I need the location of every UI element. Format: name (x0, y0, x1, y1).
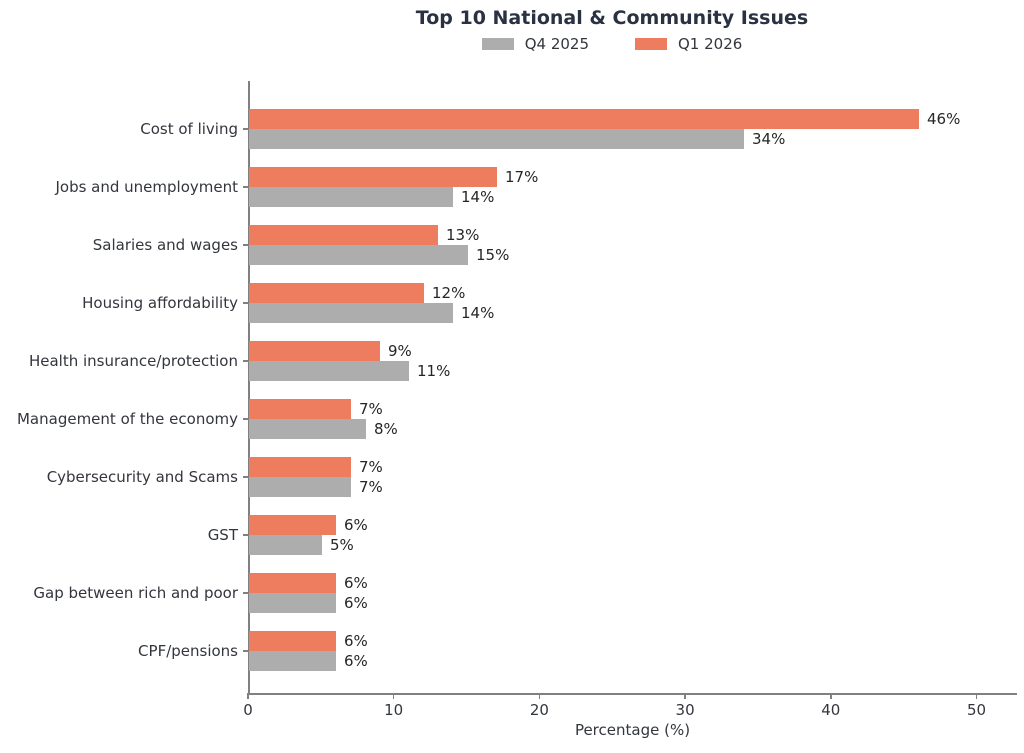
bar-q4-2025 (249, 129, 744, 149)
value-label: 13% (446, 226, 480, 244)
value-label: 6% (344, 632, 368, 650)
legend-item-q4-2025: Q4 2025 (481, 35, 589, 53)
category-label: Salaries and wages (92, 236, 238, 254)
bar-q1-2026 (249, 573, 336, 593)
legend-label-q4-2025: Q4 2025 (524, 35, 589, 53)
bar-q4-2025 (249, 535, 322, 555)
legend-item-q1-2026: Q1 2026 (635, 35, 742, 53)
y-tick (243, 418, 248, 420)
y-axis-line (248, 81, 250, 693)
category-label: CPF/pensions (138, 642, 238, 660)
chart-title: Top 10 National & Community Issues (415, 7, 809, 29)
x-tick-label: 40 (821, 701, 841, 719)
value-label: 11% (417, 362, 451, 380)
bar-q1-2026 (249, 283, 424, 303)
y-tick (243, 592, 248, 594)
bar-q4-2025 (249, 303, 453, 323)
bar-q4-2025 (249, 187, 453, 207)
y-tick (243, 650, 248, 652)
bar-q4-2025 (249, 419, 366, 439)
value-label: 15% (476, 246, 510, 264)
legend-swatch-q4-2025-icon (481, 38, 514, 50)
legend: Q4 2025 Q1 2026 (200, 35, 1024, 53)
bar-q4-2025 (249, 361, 409, 381)
value-label: 6% (344, 594, 368, 612)
bar-q1-2026 (249, 457, 351, 477)
x-tick (975, 693, 978, 699)
category-label: Housing affordability (82, 294, 238, 312)
bar-q1-2026 (249, 341, 380, 361)
x-tick (247, 693, 249, 699)
y-tick (243, 244, 248, 246)
y-tick (243, 360, 248, 362)
x-tick-label: 10 (384, 701, 404, 719)
bar-q1-2026 (249, 399, 351, 419)
value-label: 6% (344, 652, 368, 670)
value-label: 7% (359, 458, 383, 476)
category-label: Cost of living (140, 120, 238, 138)
value-label: 8% (374, 420, 398, 438)
value-label: 7% (359, 478, 383, 496)
category-label: Gap between rich and poor (33, 584, 238, 602)
category-label: Jobs and unemployment (55, 178, 238, 196)
bar-q4-2025 (249, 245, 468, 265)
category-label: GST (207, 526, 238, 544)
value-label: 17% (505, 168, 539, 186)
value-label: 34% (752, 130, 786, 148)
x-tick (684, 693, 686, 699)
x-axis-line (248, 693, 1017, 695)
bar-q4-2025 (249, 593, 336, 613)
value-label: 6% (344, 516, 368, 534)
value-label: 5% (330, 536, 354, 554)
value-label: 9% (388, 342, 412, 360)
bar-q4-2025 (249, 651, 336, 671)
x-tick (392, 693, 395, 699)
bar-q1-2026 (249, 225, 438, 245)
y-tick (243, 186, 248, 188)
y-tick (243, 476, 248, 478)
value-label: 14% (461, 304, 495, 322)
x-axis-label: Percentage (%) (574, 721, 691, 739)
bar-q1-2026 (249, 631, 336, 651)
x-tick-label: 50 (966, 701, 987, 719)
y-tick (243, 534, 248, 536)
value-label: 46% (927, 110, 961, 128)
x-tick-label: 0 (243, 701, 253, 719)
bar-q1-2026 (249, 167, 497, 187)
bar-q4-2025 (249, 477, 351, 497)
category-label: Management of the economy (16, 410, 238, 428)
y-tick (243, 302, 248, 304)
bar-q1-2026 (249, 515, 336, 535)
value-label: 14% (461, 188, 495, 206)
legend-label-q1-2026: Q1 2026 (678, 35, 743, 53)
value-label: 6% (344, 574, 368, 592)
x-tick (830, 693, 832, 699)
y-tick (243, 128, 248, 130)
x-tick-label: 20 (529, 701, 549, 719)
bar-q1-2026 (249, 109, 919, 129)
x-tick (538, 693, 541, 699)
legend-swatch-q1-2026-icon (635, 38, 667, 50)
category-label: Health insurance/protection (28, 352, 238, 370)
x-tick-label: 30 (675, 701, 695, 719)
category-label: Cybersecurity and Scams (46, 468, 238, 486)
value-label: 12% (432, 284, 466, 302)
value-label: 7% (359, 400, 383, 418)
